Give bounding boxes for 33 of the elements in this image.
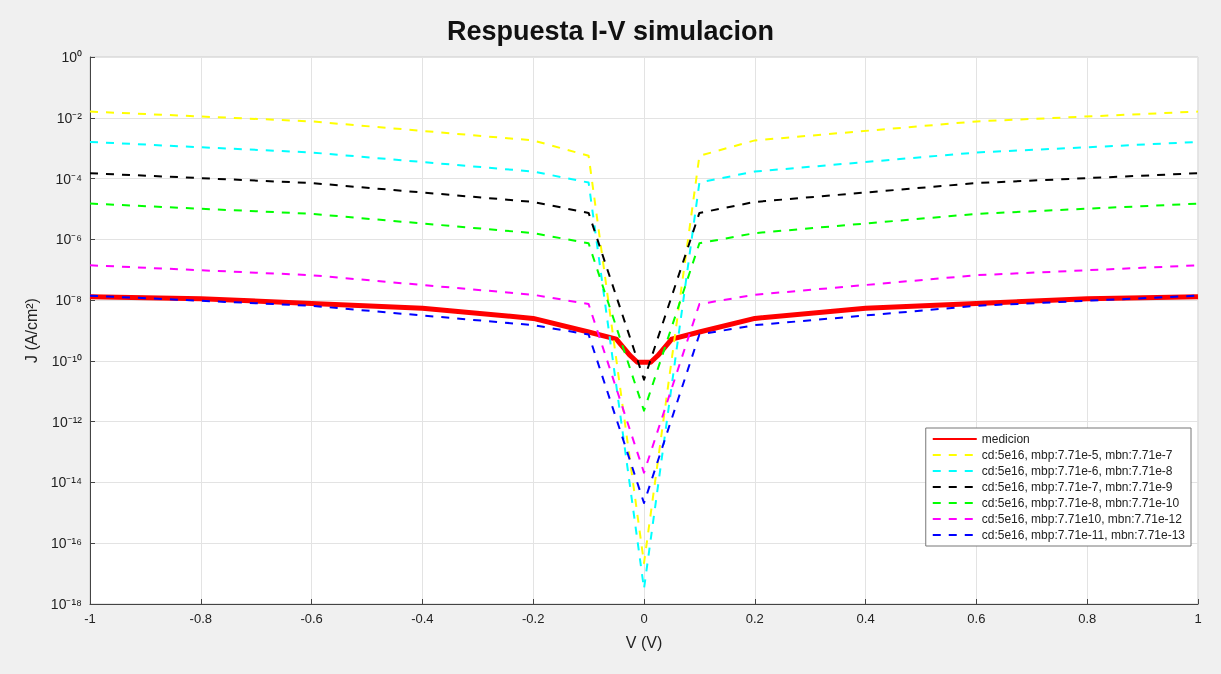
y-tick-label: 10⁰ [61, 49, 82, 65]
x-tick-label: 0 [640, 611, 648, 626]
y-tick-label: 10⁻¹⁴ [50, 474, 82, 491]
y-tick-label: 10⁻¹⁶ [51, 535, 82, 552]
x-tick-label: 1 [1194, 611, 1202, 626]
legend-label: cd:5e16, mbp:7.71e10, mbn:7.71e-12 [981, 512, 1183, 526]
y-axis-title: J (A/cm²) [23, 298, 41, 363]
chart-title: Respuesta I-V simulacion [446, 15, 775, 46]
y-tick-label: 10⁻¹⁸ [50, 596, 83, 612]
legend-label: cd:5e16, mbp:7.71e-6, mbn:7.71e-8 [981, 464, 1173, 478]
line-series [89, 172, 1199, 381]
x-tick-label: -0.2 [522, 611, 545, 626]
x-tick-label: 0.8 [1078, 611, 1097, 626]
y-tick-label: 10⁻² [56, 109, 83, 126]
y-tick-label: 10⁻¹² [52, 413, 83, 430]
x-tick-label: -1 [84, 611, 96, 626]
y-tick-label: 10⁻⁸ [55, 292, 83, 309]
x-tick-label: 0.6 [967, 611, 986, 626]
x-tick-label: -0.4 [411, 611, 434, 626]
legend-label: cd:5e16, mbp:7.71e-11, mbn:7.71e-13 [981, 528, 1186, 542]
x-tick-label: 0.2 [745, 611, 764, 626]
y-tick-label: 10⁻¹⁰ [51, 352, 82, 369]
legend-label: cd:5e16, mbp:7.71e-5, mbn:7.71e-7 [981, 448, 1173, 462]
x-tick-label: -0.8 [189, 611, 212, 626]
legend-label: medicion [981, 432, 1030, 446]
x-tick-label: 0.4 [856, 611, 875, 626]
line-series [89, 202, 1199, 412]
x-axis-title: V (V) [625, 633, 663, 651]
legend-label: cd:5e16, mbp:7.71e-8, mbn:7.71e-10 [981, 496, 1180, 510]
x-tick-label: -0.6 [300, 611, 323, 626]
y-tick-label: 10⁻⁴ [55, 170, 82, 187]
y-tick-label: 10⁻⁶ [55, 231, 82, 248]
legend-label: cd:5e16, mbp:7.71e-7, mbn:7.71e-9 [981, 480, 1173, 494]
